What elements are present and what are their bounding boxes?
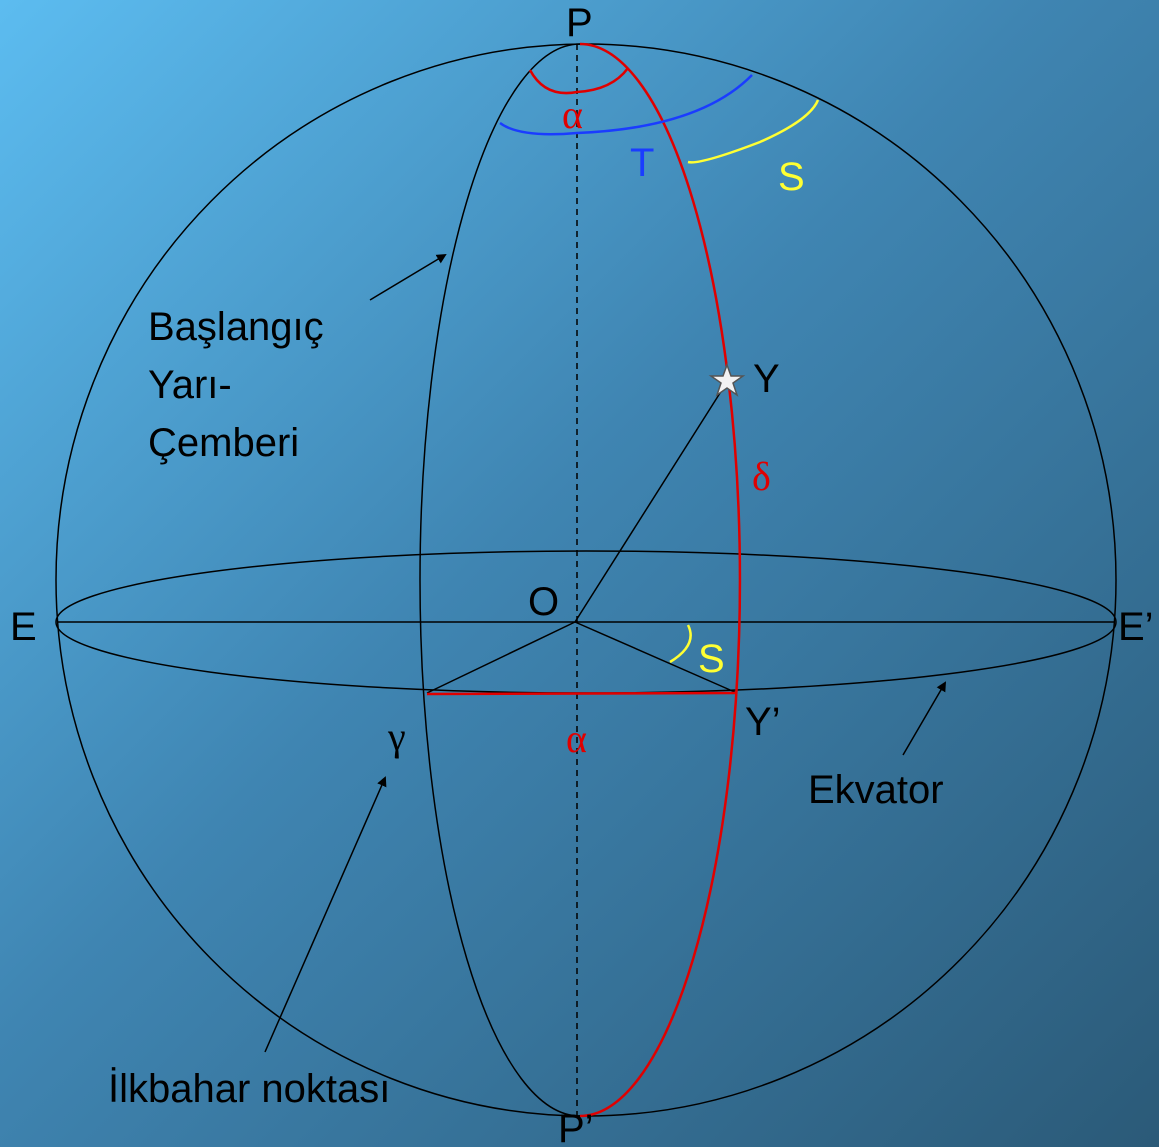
- alpha-arc: [426, 691, 738, 696]
- label: E’: [1118, 605, 1154, 649]
- label: γ: [387, 714, 406, 759]
- celestial-sphere: [55, 43, 1117, 1117]
- label: E: [10, 605, 37, 649]
- line-o-gamma: [426, 621, 576, 694]
- label: Y: [753, 357, 780, 401]
- label: Başlangıç: [148, 305, 324, 349]
- label: P’: [558, 1107, 594, 1147]
- label: S: [778, 155, 805, 199]
- label: P: [566, 1, 593, 45]
- hour-circle: [579, 42, 742, 1118]
- label: O: [528, 580, 559, 624]
- arrow: [369, 253, 447, 301]
- label: Çemberi: [148, 421, 299, 465]
- label: İlkbahar noktası: [108, 1066, 390, 1111]
- label: Ekvator: [808, 768, 944, 812]
- t-arc: [499, 74, 753, 136]
- label: δ: [752, 454, 771, 499]
- label: T: [630, 141, 654, 185]
- arrow: [902, 681, 947, 756]
- label: α: [562, 92, 583, 137]
- alpha-angle: [528, 67, 630, 95]
- arrow: [264, 776, 387, 1053]
- label: α: [566, 716, 587, 761]
- label: Yarı-: [148, 363, 232, 407]
- star: [708, 362, 746, 397]
- label: Y’: [745, 700, 781, 744]
- meridian: [419, 43, 741, 1117]
- line-o-y-prime: [574, 621, 738, 694]
- s-angle: [669, 624, 692, 664]
- s-arc: [687, 99, 820, 164]
- label: S: [698, 637, 725, 681]
- line-o-y: [574, 381, 728, 623]
